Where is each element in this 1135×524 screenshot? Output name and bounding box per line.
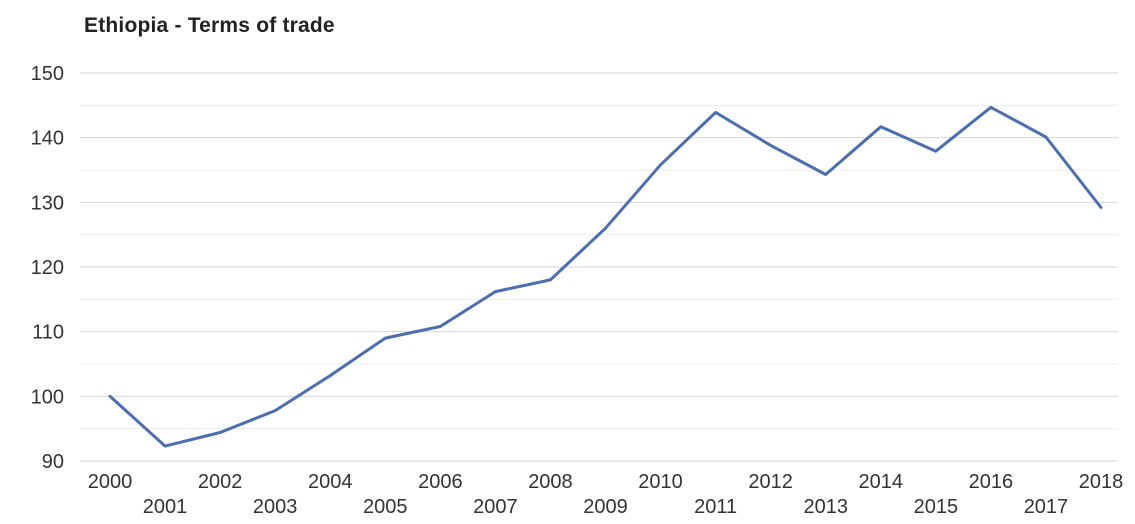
x-tick-label: 2007 xyxy=(473,496,518,518)
y-tick-label: 140 xyxy=(31,128,64,150)
x-tick-label: 2003 xyxy=(253,496,298,518)
y-tick-label: 150 xyxy=(31,63,64,85)
y-tick-label: 90 xyxy=(42,451,64,473)
data-point xyxy=(824,173,828,177)
data-point xyxy=(273,409,277,413)
data-point xyxy=(659,163,663,167)
x-tick-label: 2008 xyxy=(528,471,573,493)
data-point xyxy=(604,226,608,230)
x-tick-label: 2017 xyxy=(1024,496,1069,518)
x-tick-label: 2004 xyxy=(308,471,353,493)
x-tick-label: 2012 xyxy=(748,471,793,493)
data-point xyxy=(548,278,552,282)
data-point xyxy=(328,374,332,378)
x-tick-label: 2002 xyxy=(198,471,243,493)
y-tick-label: 110 xyxy=(32,322,64,344)
x-tick-label: 2000 xyxy=(88,471,133,493)
data-point xyxy=(714,110,718,114)
data-point xyxy=(1099,206,1103,210)
data-point xyxy=(934,149,938,153)
data-point xyxy=(218,431,222,435)
x-tick-label: 2014 xyxy=(859,471,904,493)
y-tick-label: 130 xyxy=(31,192,64,214)
x-tick-label: 2001 xyxy=(143,496,188,518)
data-point xyxy=(108,394,112,398)
x-tick-label: 2006 xyxy=(418,471,463,493)
data-point xyxy=(769,143,773,147)
data-point xyxy=(989,105,993,109)
data-point xyxy=(163,444,167,448)
y-tick-label: 100 xyxy=(31,386,64,408)
x-tick-label: 2010 xyxy=(638,471,683,493)
x-tick-label: 2011 xyxy=(694,496,737,518)
chart-title: Ethiopia - Terms of trade xyxy=(84,14,335,37)
y-tick-label: 120 xyxy=(31,257,64,279)
x-tick-label: 2015 xyxy=(914,496,959,518)
x-tick-label: 2005 xyxy=(363,496,408,518)
x-tick-label: 2016 xyxy=(969,471,1014,493)
data-point xyxy=(493,290,497,294)
data-point xyxy=(383,336,387,340)
x-tick-label: 2013 xyxy=(803,496,848,518)
x-tick-label: 2018 xyxy=(1079,471,1124,493)
series-line xyxy=(108,105,1103,448)
data-point xyxy=(1044,135,1048,139)
x-tick-label: 2009 xyxy=(583,496,628,518)
data-point xyxy=(438,324,442,328)
data-point xyxy=(879,125,883,129)
